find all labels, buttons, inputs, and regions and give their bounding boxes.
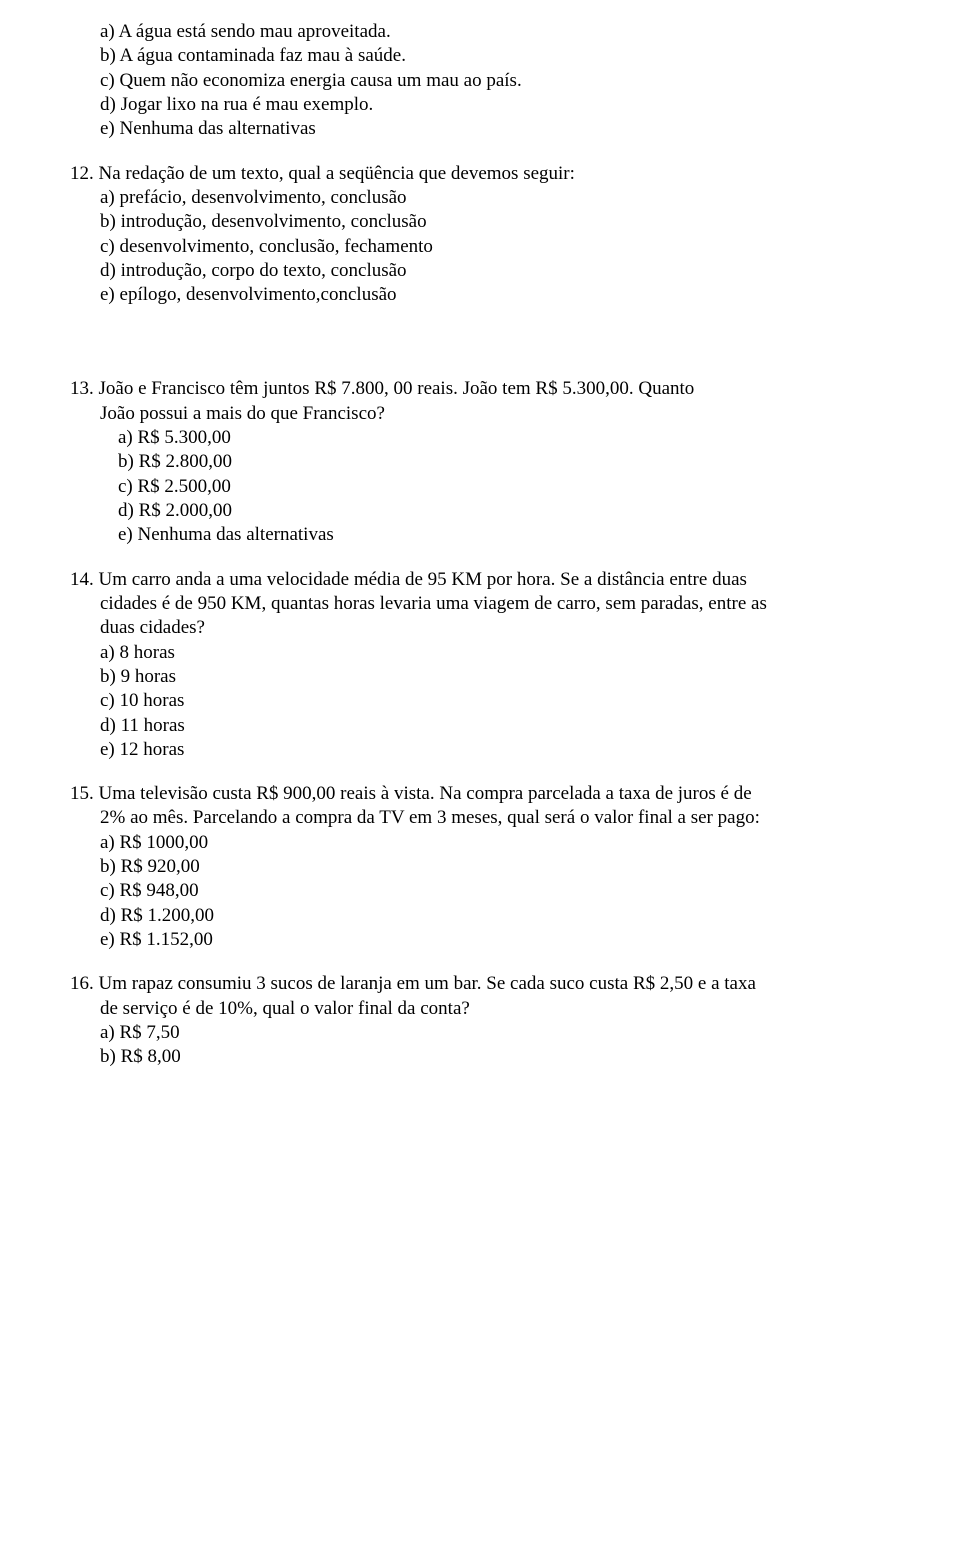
- question-stem-line1: 16. Um rapaz consumiu 3 sucos de laranja…: [70, 972, 890, 996]
- question-13: 13. João e Francisco têm juntos R$ 7.800…: [70, 377, 890, 547]
- question-stem-line2: de serviço é de 10%, qual o valor final …: [70, 997, 890, 1021]
- question-stem-line3: duas cidades?: [70, 616, 890, 640]
- question-11-options: a) A água está sendo mau aproveitada. b)…: [70, 20, 890, 142]
- option-b: b) R$ 920,00: [70, 855, 890, 879]
- question-stem-line2: João possui a mais do que Francisco?: [70, 402, 890, 426]
- option-c: c) desenvolvimento, conclusão, fechament…: [70, 235, 890, 259]
- option-a: a) 8 horas: [70, 641, 890, 665]
- question-12: 12. Na redação de um texto, qual a seqüê…: [70, 162, 890, 308]
- option-e: e) 12 horas: [70, 738, 890, 762]
- question-15: 15. Uma televisão custa R$ 900,00 reais …: [70, 782, 890, 952]
- option-c: c) Quem não economiza energia causa um m…: [70, 69, 890, 93]
- option-d: d) introdução, corpo do texto, conclusão: [70, 259, 890, 283]
- option-a: a) R$ 1000,00: [70, 831, 890, 855]
- question-stem: 12. Na redação de um texto, qual a seqüê…: [70, 162, 890, 186]
- option-b: b) R$ 2.800,00: [70, 450, 890, 474]
- question-stem-line2: cidades é de 950 KM, quantas horas levar…: [70, 592, 890, 616]
- option-b: b) 9 horas: [70, 665, 890, 689]
- option-d: d) R$ 2.000,00: [70, 499, 890, 523]
- option-b: b) A água contaminada faz mau à saúde.: [70, 44, 890, 68]
- option-b: b) introdução, desenvolvimento, conclusã…: [70, 210, 890, 234]
- question-stem-line2: 2% ao mês. Parcelando a compra da TV em …: [70, 806, 890, 830]
- option-c: c) R$ 948,00: [70, 879, 890, 903]
- option-d: d) Jogar lixo na rua é mau exemplo.: [70, 93, 890, 117]
- option-e: e) R$ 1.152,00: [70, 928, 890, 952]
- option-e: e) epílogo, desenvolvimento,conclusão: [70, 283, 890, 307]
- option-c: c) 10 horas: [70, 689, 890, 713]
- option-c: c) R$ 2.500,00: [70, 475, 890, 499]
- option-d: d) R$ 1.200,00: [70, 904, 890, 928]
- option-b: b) R$ 8,00: [70, 1045, 890, 1069]
- option-a: a) A água está sendo mau aproveitada.: [70, 20, 890, 44]
- option-e: e) Nenhuma das alternativas: [70, 117, 890, 141]
- question-14: 14. Um carro anda a uma velocidade média…: [70, 568, 890, 763]
- option-e: e) Nenhuma das alternativas: [70, 523, 890, 547]
- question-stem-line1: 14. Um carro anda a uma velocidade média…: [70, 568, 890, 592]
- option-a: a) R$ 5.300,00: [70, 426, 890, 450]
- question-16: 16. Um rapaz consumiu 3 sucos de laranja…: [70, 972, 890, 1069]
- option-a: a) R$ 7,50: [70, 1021, 890, 1045]
- option-a: a) prefácio, desenvolvimento, conclusão: [70, 186, 890, 210]
- option-d: d) 11 horas: [70, 714, 890, 738]
- question-stem-line1: 13. João e Francisco têm juntos R$ 7.800…: [70, 377, 890, 401]
- question-stem-line1: 15. Uma televisão custa R$ 900,00 reais …: [70, 782, 890, 806]
